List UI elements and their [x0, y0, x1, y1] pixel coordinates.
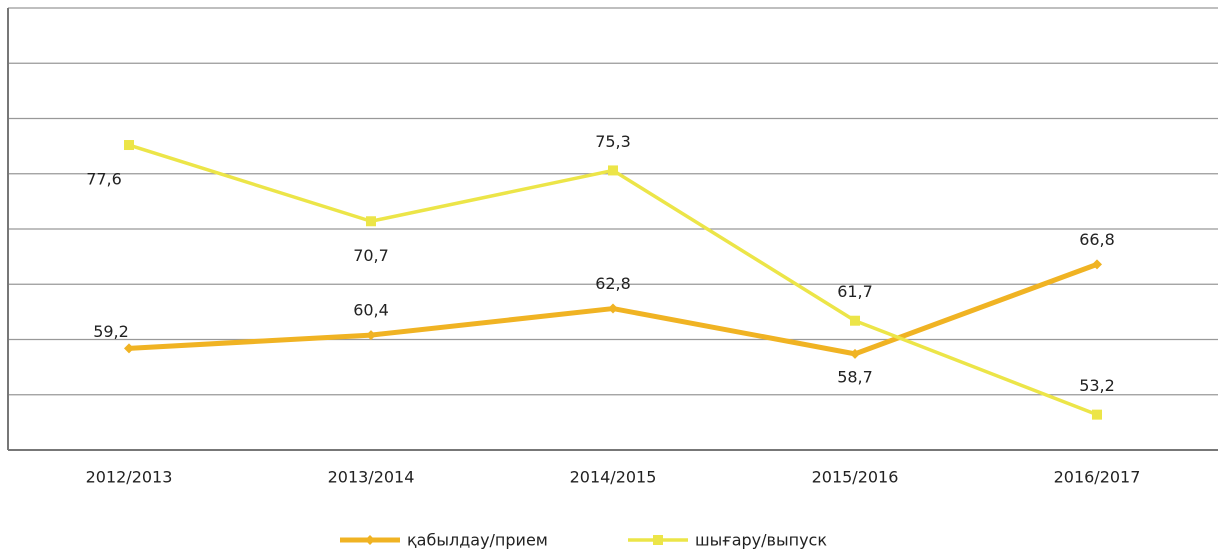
- data-label: 62,8: [595, 274, 631, 293]
- legend-marker: [365, 535, 375, 545]
- marker: [124, 343, 134, 354]
- x-tick-label: 2014/2015: [570, 468, 657, 487]
- x-tick-label: 2015/2016: [812, 468, 899, 487]
- data-label: 77,6: [86, 170, 122, 189]
- marker: [366, 330, 376, 341]
- x-tick-label: 2013/2014: [328, 468, 415, 487]
- data-label: 58,7: [837, 367, 873, 386]
- data-label: 70,7: [353, 246, 389, 265]
- legend-label: шығару/выпуск: [695, 531, 827, 550]
- data-label: 53,2: [1079, 376, 1115, 395]
- x-tick-label: 2012/2013: [86, 468, 173, 487]
- marker: [850, 348, 860, 359]
- marker: [608, 165, 618, 176]
- marker: [366, 216, 376, 227]
- x-tick-label: 2016/2017: [1054, 468, 1141, 487]
- marker: [124, 140, 134, 151]
- data-label: 61,7: [837, 282, 873, 301]
- marker: [850, 315, 860, 326]
- data-label: 60,4: [353, 301, 389, 320]
- data-label: 66,8: [1079, 230, 1115, 249]
- data-label: 59,2: [93, 322, 129, 341]
- marker: [1092, 409, 1102, 420]
- data-label: 75,3: [595, 132, 631, 151]
- legend-label: қабылдау/прием: [407, 531, 548, 550]
- marker: [608, 303, 618, 314]
- legend-marker: [653, 535, 663, 545]
- marker: [1092, 259, 1102, 270]
